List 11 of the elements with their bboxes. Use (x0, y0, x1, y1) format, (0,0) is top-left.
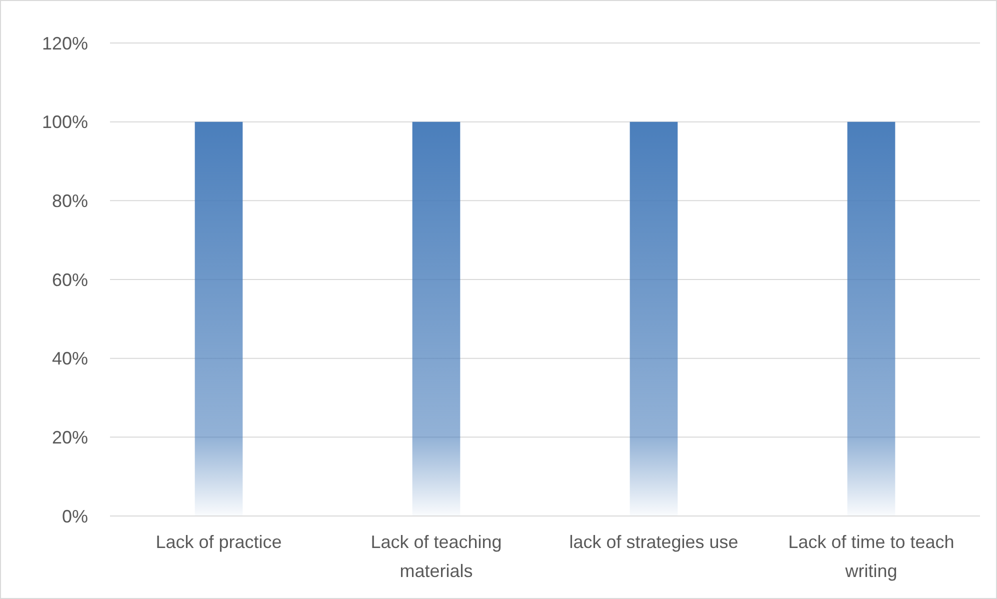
y-tick-label: 120% (42, 33, 88, 54)
x-tick-label: lack of strategies use (569, 532, 738, 552)
y-tick-label: 40% (52, 348, 88, 369)
x-tick-label: Lack of time to teach writing (788, 532, 954, 581)
x-tick-label: Lack of practice (156, 532, 282, 552)
y-tick-label: 100% (42, 112, 88, 132)
y-tick-label: 20% (52, 427, 88, 448)
y-tick-label: 0% (62, 506, 88, 526)
y-tick-label: 60% (52, 270, 88, 290)
y-tick-label: 80% (52, 190, 88, 211)
x-tick-label: Lack of teaching materials (370, 532, 502, 581)
